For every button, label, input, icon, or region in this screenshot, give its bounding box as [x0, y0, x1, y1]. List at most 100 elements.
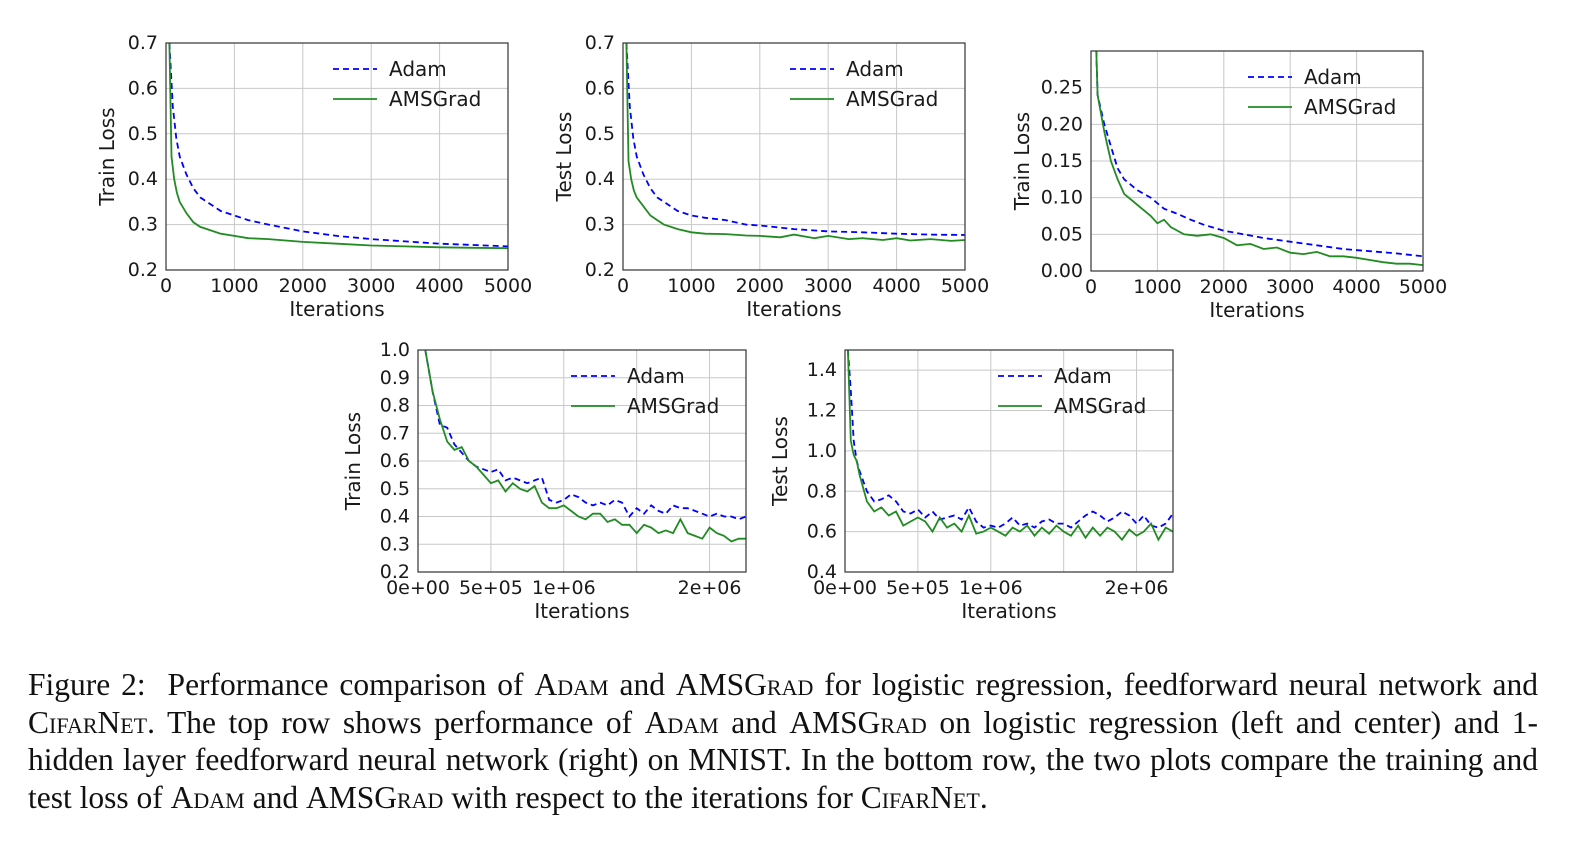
plot-frame	[417, 349, 747, 573]
y-tick-label: 0.5	[380, 478, 410, 500]
y-axis-label: Test Loss	[768, 416, 792, 507]
caption-smallcaps-term: AMSGrad	[789, 704, 927, 740]
x-tick-label: 0	[1085, 276, 1097, 298]
plot-frame	[1090, 50, 1424, 272]
legend-label-amsgrad: AMSGrad	[1054, 394, 1146, 418]
y-tick-label: 0.15	[1041, 150, 1083, 172]
chart-1: 0 1000 2000 3000 4000 5000 0.2 0.3 0.4 0.5 0.6 0.7 I…	[95, 32, 532, 321]
chart-5: 0e+00 5e+05 1e+06 2e+06 0.4 0.6 0.8 1.0 1.2 1.4 It…	[768, 349, 1174, 623]
x-tick-label: 0	[617, 275, 629, 297]
x-tick-label: 5e+05	[886, 577, 950, 599]
series-line-adam	[625, 43, 965, 236]
x-axis-label: Iterations	[1209, 298, 1304, 322]
plot-frame	[165, 42, 509, 271]
x-tick-label: 5e+05	[459, 577, 523, 599]
y-tick-label: 0.6	[807, 521, 837, 543]
caption-text-run: and	[718, 704, 790, 740]
x-tick-label: 1e+06	[532, 577, 596, 599]
x-tick-label: 4000	[415, 275, 463, 297]
y-tick-label: 0.2	[380, 561, 410, 583]
y-axis-label: Test Loss	[552, 112, 576, 203]
figure-svg: 0 1000 2000 3000 4000 5000 0.2 0.3 0.4 0.5 0.6 0.7 I…	[95, 32, 1447, 623]
series-line-amsgrad	[1095, 51, 1423, 266]
chart-3: 0 1000 2000 3000 4000 5000 0.00 0.05 0.10 0.15 0.2…	[1010, 50, 1447, 322]
caption-smallcaps-term: Adam	[644, 704, 719, 740]
y-tick-label: 0.3	[380, 533, 410, 555]
y-axis-label: Train Loss	[1010, 112, 1034, 211]
x-axis-label: Iterations	[961, 599, 1056, 623]
y-tick-label: 0.3	[585, 214, 615, 236]
y-tick-label: 0.4	[128, 168, 158, 190]
y-tick-label: 0.3	[128, 214, 158, 236]
x-tick-label: 1000	[667, 275, 715, 297]
caption-text-run: for logistic regression, feedforward neu…	[813, 667, 1538, 702]
series-line-adam	[1095, 51, 1423, 258]
y-tick-label: 0.6	[128, 77, 158, 99]
legend-label-adam: Adam	[846, 57, 904, 81]
y-tick-label: 0.7	[128, 32, 158, 54]
y-tick-label: 0.05	[1041, 223, 1083, 245]
x-tick-label: 3000	[347, 275, 395, 297]
caption-smallcaps-term: Adam	[170, 779, 245, 815]
y-tick-label: 0.5	[128, 123, 158, 145]
y-tick-label: 0.10	[1041, 187, 1083, 209]
x-tick-label: 2000	[1200, 276, 1248, 298]
x-axis-label: Iterations	[289, 297, 384, 321]
x-tick-label: 1e+06	[959, 577, 1023, 599]
x-tick-label: 3000	[804, 275, 852, 297]
y-axis-label: Train Loss	[341, 412, 365, 511]
y-tick-label: 0.4	[585, 168, 615, 190]
y-tick-label: 0.2	[128, 259, 158, 281]
series-line-adam	[847, 350, 1173, 529]
x-tick-label: 2e+06	[678, 577, 742, 599]
figure: 0 1000 2000 3000 4000 5000 0.2 0.3 0.4 0.5 0.6 0.7 I…	[95, 32, 1447, 623]
y-tick-label: 1.0	[807, 440, 837, 462]
series-line-amsgrad	[847, 350, 1173, 542]
caption-smallcaps-term: Adam	[534, 667, 609, 702]
legend-label-adam: Adam	[1304, 65, 1362, 89]
caption-smallcaps-term: CifarNet	[860, 779, 980, 815]
y-tick-label: 0.6	[585, 77, 615, 99]
x-tick-label: 0e+00	[386, 577, 450, 599]
x-tick-label: 3000	[1266, 276, 1314, 298]
caption-text: Performance comparison of Adam and AMSGr…	[28, 667, 1538, 815]
series-line-amsgrad	[625, 43, 965, 242]
legend-label-amsgrad: AMSGrad	[846, 87, 938, 111]
legend-label-adam: Adam	[1054, 364, 1112, 388]
y-tick-label: 0.25	[1041, 77, 1083, 99]
x-tick-label: 1000	[210, 275, 258, 297]
y-tick-label: 1.4	[807, 359, 837, 381]
y-tick-label: 0.20	[1041, 113, 1083, 135]
x-tick-label: 2000	[736, 275, 784, 297]
x-tick-label: 4000	[872, 275, 920, 297]
chart-2: 0 1000 2000 3000 4000 5000 0.2 0.3 0.4 0.5 0.6 0.7 I…	[552, 32, 989, 321]
legend-label-amsgrad: AMSGrad	[1304, 95, 1396, 119]
y-tick-label: 0.7	[380, 422, 410, 444]
x-tick-label: 0e+00	[813, 577, 877, 599]
y-tick-label: 1.2	[807, 400, 837, 422]
x-tick-label: 2e+06	[1105, 577, 1169, 599]
caption-label: Figure 2:	[28, 667, 146, 702]
caption-text-run: and	[244, 779, 306, 815]
x-tick-label: 5000	[941, 275, 989, 297]
caption-text-run: . The top row shows performance of	[147, 704, 645, 740]
x-tick-label: 2000	[279, 275, 327, 297]
y-tick-label: 0.4	[807, 561, 837, 583]
legend-label-amsgrad: AMSGrad	[389, 87, 481, 111]
series-line-adam	[424, 350, 746, 521]
x-tick-label: 5000	[484, 275, 532, 297]
legend-label-adam: Adam	[389, 57, 447, 81]
x-tick-label: 1000	[1133, 276, 1181, 298]
x-axis-label: Iterations	[534, 599, 629, 623]
caption-smallcaps-term: AMSGrad	[305, 779, 444, 815]
y-tick-label: 0.9	[380, 367, 410, 389]
y-tick-label: 0.2	[585, 259, 615, 281]
caption-text-run: and	[608, 667, 676, 702]
plot-frame	[622, 42, 966, 271]
legend-label-adam: Adam	[627, 364, 685, 388]
caption-text-run: .	[979, 779, 988, 815]
y-tick-label: 0.00	[1041, 260, 1083, 282]
chart-4: 0e+00 5e+05 1e+06 2e+06 0.2 0.3 0.4 0.5 0.6 0.7 0.…	[341, 339, 747, 623]
x-axis-label: Iterations	[746, 297, 841, 321]
caption-text-run: on logistic regression (left and center)…	[28, 704, 1538, 815]
